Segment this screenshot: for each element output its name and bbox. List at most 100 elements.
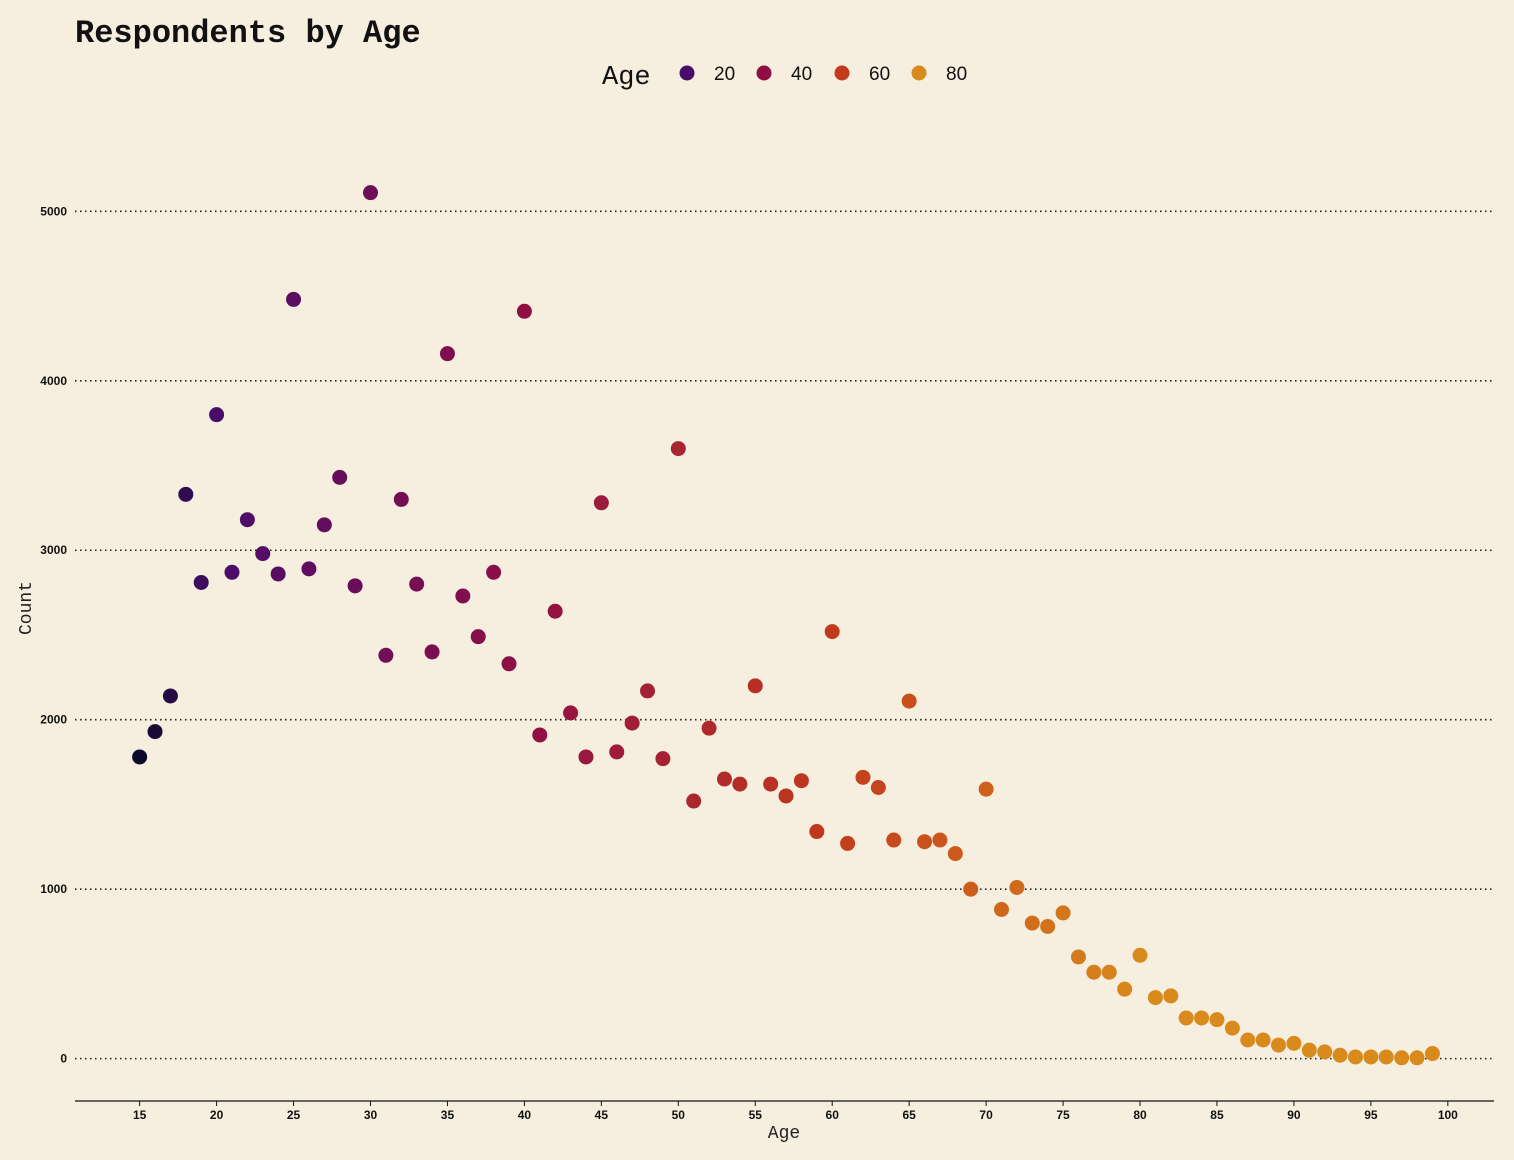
data-point bbox=[732, 776, 748, 792]
data-point bbox=[932, 832, 948, 848]
legend-item: 80 bbox=[911, 64, 967, 85]
data-point bbox=[1363, 1049, 1379, 1065]
y-tick-label: 1000 bbox=[40, 882, 67, 896]
data-point bbox=[1255, 1032, 1271, 1048]
y-tick-label: 2000 bbox=[40, 713, 67, 727]
data-point bbox=[209, 407, 225, 423]
data-point bbox=[224, 564, 240, 580]
x-tick-label: 80 bbox=[1133, 1108, 1147, 1122]
data-point bbox=[578, 749, 594, 765]
x-tick-label: 90 bbox=[1287, 1108, 1301, 1122]
data-point bbox=[563, 705, 579, 721]
data-point bbox=[793, 773, 809, 789]
legend-item: 20 bbox=[679, 64, 735, 85]
legend-swatch bbox=[756, 65, 772, 81]
data-point bbox=[255, 546, 271, 562]
data-point bbox=[655, 751, 671, 767]
y-tick-label: 3000 bbox=[40, 543, 67, 557]
data-point bbox=[824, 624, 840, 640]
data-point bbox=[1194, 1010, 1210, 1026]
x-tick-label: 95 bbox=[1364, 1108, 1378, 1122]
data-point bbox=[1055, 905, 1071, 921]
data-point bbox=[1286, 1035, 1302, 1051]
data-point bbox=[1117, 981, 1133, 997]
x-tick-label: 60 bbox=[826, 1108, 840, 1122]
data-point bbox=[886, 832, 902, 848]
data-point bbox=[670, 441, 686, 457]
data-point bbox=[1009, 879, 1025, 895]
x-axis-title: Age bbox=[768, 1124, 800, 1144]
legend-title: Age bbox=[602, 63, 651, 93]
data-point bbox=[1224, 1020, 1240, 1036]
legend-item: 60 bbox=[834, 64, 890, 85]
data-point bbox=[640, 683, 656, 699]
x-tick-label: 20 bbox=[210, 1108, 224, 1122]
legend-swatch bbox=[679, 65, 695, 81]
data-point bbox=[994, 902, 1010, 918]
data-point bbox=[1147, 990, 1163, 1006]
data-point bbox=[532, 727, 548, 743]
x-axis: 15 20 25 30 35 40 45 50 55 60 65 70 75 80 85 90 95 100 bbox=[133, 1101, 1458, 1122]
y-tick-label: 5000 bbox=[40, 204, 67, 218]
data-point bbox=[1086, 964, 1102, 980]
y-axis: 0 1000 2000 3000 4000 5000 bbox=[40, 204, 67, 1065]
data-point bbox=[1240, 1032, 1256, 1048]
data-point bbox=[1070, 949, 1086, 965]
legend-swatch bbox=[911, 65, 927, 81]
legend-label: 20 bbox=[714, 64, 735, 85]
data-point bbox=[855, 769, 871, 785]
x-tick-label: 25 bbox=[287, 1108, 301, 1122]
data-point bbox=[455, 588, 471, 604]
data-point bbox=[978, 781, 994, 797]
data-point bbox=[1301, 1042, 1317, 1058]
data-point bbox=[301, 561, 317, 577]
y-tick-label: 4000 bbox=[40, 374, 67, 388]
data-point bbox=[747, 678, 763, 694]
data-point bbox=[1394, 1050, 1410, 1066]
data-point bbox=[316, 517, 332, 533]
data-point bbox=[1132, 947, 1148, 963]
data-point bbox=[286, 291, 302, 307]
x-tick-label: 100 bbox=[1438, 1108, 1458, 1122]
x-tick-label: 50 bbox=[672, 1108, 686, 1122]
data-point bbox=[486, 564, 502, 580]
data-point bbox=[1332, 1047, 1348, 1063]
legend-label: 60 bbox=[869, 64, 890, 85]
data-point bbox=[763, 776, 779, 792]
data-point bbox=[547, 603, 563, 619]
x-tick-label: 35 bbox=[441, 1108, 455, 1122]
data-point bbox=[470, 629, 486, 645]
gridlines bbox=[75, 210, 1494, 1060]
data-point bbox=[270, 566, 286, 582]
data-point bbox=[624, 715, 640, 731]
data-point bbox=[1209, 1012, 1225, 1028]
data-point bbox=[809, 824, 825, 840]
x-tick-label: 30 bbox=[364, 1108, 378, 1122]
data-point bbox=[840, 835, 856, 851]
data-point bbox=[409, 576, 425, 592]
data-point bbox=[193, 574, 209, 590]
data-point bbox=[424, 644, 440, 660]
x-tick-label: 45 bbox=[595, 1108, 609, 1122]
data-point bbox=[609, 744, 625, 760]
data-point bbox=[393, 491, 409, 507]
data-point bbox=[1101, 964, 1117, 980]
data-point bbox=[1317, 1044, 1333, 1060]
x-tick-label: 15 bbox=[133, 1108, 147, 1122]
data-point bbox=[362, 185, 378, 201]
data-point bbox=[716, 771, 732, 787]
data-point bbox=[1178, 1010, 1194, 1026]
data-point bbox=[1040, 918, 1056, 934]
legend-label: 80 bbox=[946, 64, 967, 85]
data-point bbox=[347, 578, 363, 594]
data-point bbox=[1347, 1049, 1363, 1065]
data-point bbox=[378, 647, 394, 663]
data-point bbox=[1163, 988, 1179, 1004]
data-point bbox=[516, 303, 532, 319]
data-point bbox=[162, 688, 178, 704]
chart-title: Respondents by Age bbox=[75, 15, 421, 52]
data-point bbox=[778, 788, 794, 804]
data-point bbox=[917, 834, 933, 850]
data-point bbox=[501, 656, 517, 672]
